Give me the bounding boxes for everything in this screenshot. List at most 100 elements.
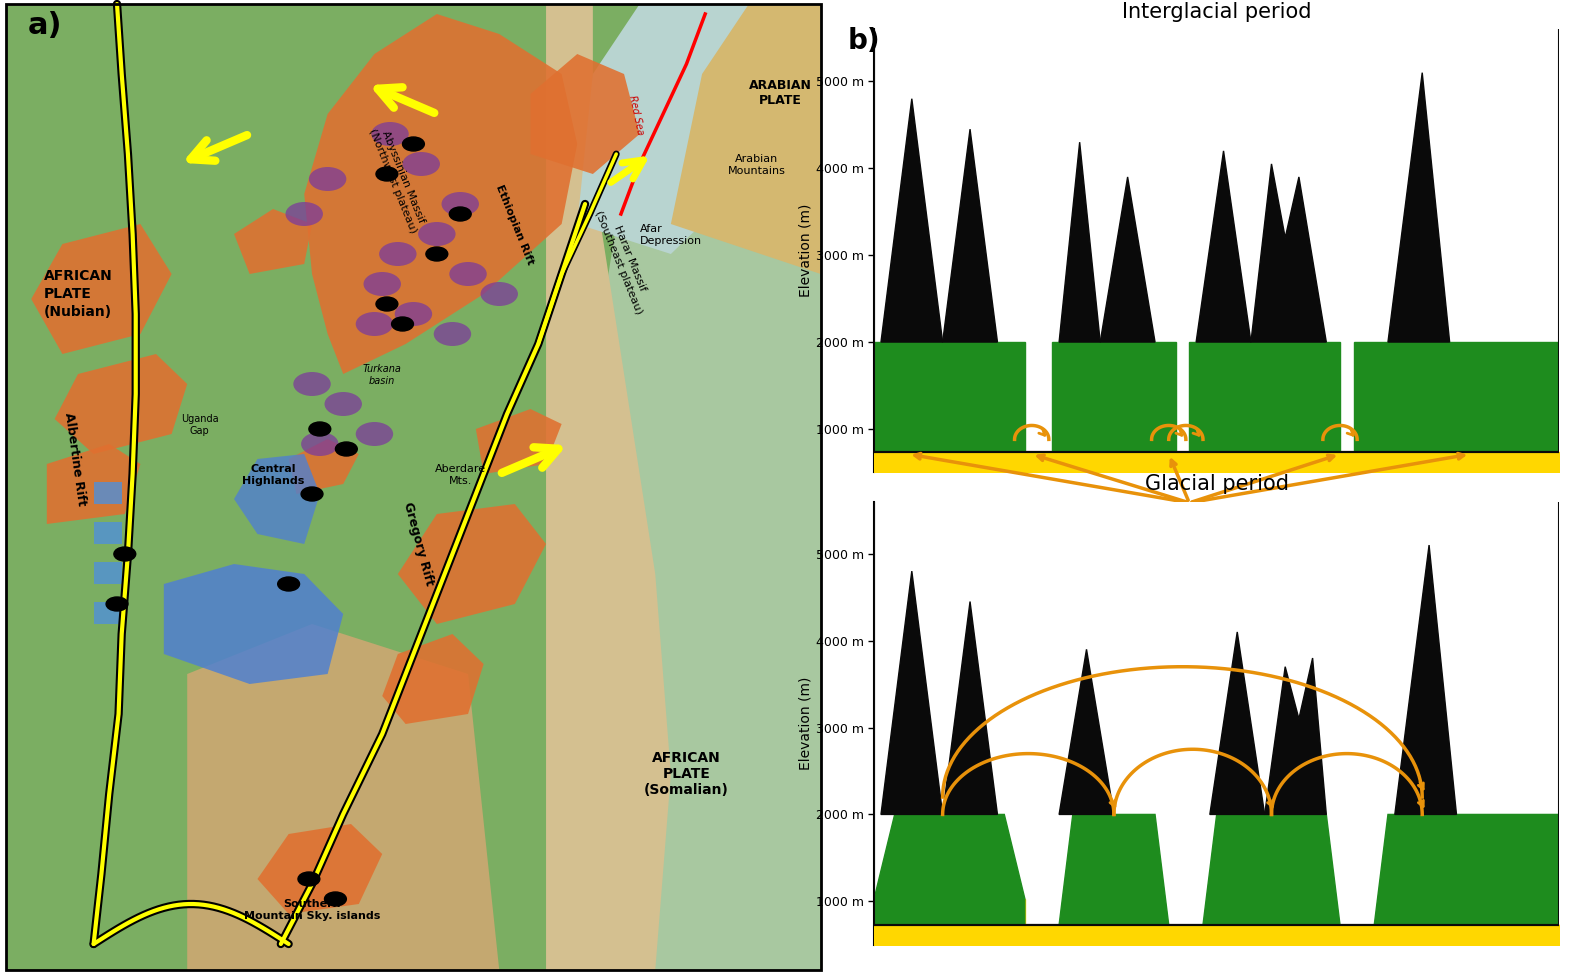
Y-axis label: Elevation (m): Elevation (m) — [799, 205, 813, 297]
Bar — [93, 522, 121, 544]
Circle shape — [372, 122, 410, 146]
Polygon shape — [1251, 164, 1326, 342]
Circle shape — [376, 167, 398, 181]
Text: Abyssinian Massif
(Northwest plateau): Abyssinian Massif (Northwest plateau) — [367, 123, 428, 235]
Circle shape — [113, 547, 135, 561]
Text: Southern
Mountain Sky. islands: Southern Mountain Sky. islands — [244, 899, 380, 921]
Polygon shape — [874, 452, 1025, 472]
Polygon shape — [55, 354, 187, 454]
Text: Turkana
basin: Turkana basin — [362, 364, 402, 386]
Title: Glacial period: Glacial period — [1145, 474, 1288, 495]
Circle shape — [417, 222, 455, 246]
Polygon shape — [1375, 814, 1559, 945]
Polygon shape — [257, 824, 383, 914]
Circle shape — [309, 422, 331, 436]
Polygon shape — [1058, 814, 1169, 945]
Circle shape — [395, 302, 432, 326]
Polygon shape — [476, 409, 562, 474]
Circle shape — [106, 597, 128, 611]
Text: Albertine Rift: Albertine Rift — [61, 412, 88, 507]
Text: AFRICAN
PLATE
(Nubian): AFRICAN PLATE (Nubian) — [44, 269, 112, 319]
Circle shape — [356, 312, 394, 336]
Circle shape — [324, 892, 346, 906]
Circle shape — [301, 487, 323, 501]
Polygon shape — [235, 209, 312, 274]
Circle shape — [309, 167, 346, 191]
Polygon shape — [1210, 632, 1265, 814]
Circle shape — [380, 242, 416, 266]
Polygon shape — [47, 444, 140, 524]
Polygon shape — [671, 4, 821, 274]
Polygon shape — [880, 98, 942, 342]
Polygon shape — [288, 439, 359, 494]
Polygon shape — [1058, 142, 1101, 342]
Y-axis label: Elevation (m): Elevation (m) — [799, 677, 813, 769]
Circle shape — [364, 272, 402, 296]
Polygon shape — [880, 571, 942, 814]
Circle shape — [277, 577, 299, 591]
Circle shape — [356, 422, 394, 446]
Text: AFRICAN
PLATE
(Somalian): AFRICAN PLATE (Somalian) — [644, 751, 729, 797]
Polygon shape — [164, 564, 343, 684]
Polygon shape — [1189, 342, 1340, 452]
Text: ARABIAN
PLATE: ARABIAN PLATE — [748, 79, 811, 107]
Circle shape — [449, 207, 471, 221]
Text: Ethiopian Rift: Ethiopian Rift — [495, 183, 536, 266]
Circle shape — [449, 262, 487, 286]
Text: Gregory Rift: Gregory Rift — [400, 501, 436, 587]
Circle shape — [285, 202, 323, 226]
Polygon shape — [874, 814, 1025, 945]
Text: Afar
Depression: Afar Depression — [639, 224, 702, 246]
Polygon shape — [874, 899, 1025, 945]
Text: Arabian
Mountains: Arabian Mountains — [728, 155, 786, 176]
Polygon shape — [1203, 814, 1340, 945]
Polygon shape — [1388, 73, 1449, 342]
Text: Central
Highlands: Central Highlands — [243, 465, 304, 486]
Text: Red Sea: Red Sea — [627, 94, 646, 136]
Polygon shape — [942, 602, 997, 814]
Circle shape — [392, 317, 413, 331]
Polygon shape — [942, 130, 997, 342]
Text: Aberdare
Mts.: Aberdare Mts. — [435, 465, 485, 486]
Circle shape — [425, 247, 447, 261]
Polygon shape — [187, 624, 499, 970]
Circle shape — [433, 322, 471, 346]
Circle shape — [301, 432, 339, 456]
Circle shape — [441, 192, 479, 216]
Polygon shape — [32, 224, 172, 354]
Bar — [93, 562, 121, 584]
Polygon shape — [1265, 658, 1326, 814]
Polygon shape — [1052, 452, 1175, 472]
Polygon shape — [1354, 452, 1559, 472]
Polygon shape — [1052, 342, 1175, 452]
Circle shape — [480, 282, 518, 306]
Text: b): b) — [847, 27, 880, 56]
Circle shape — [403, 152, 439, 176]
Polygon shape — [1195, 151, 1251, 342]
Polygon shape — [874, 342, 1025, 452]
Polygon shape — [1395, 545, 1457, 814]
Polygon shape — [547, 4, 671, 970]
Polygon shape — [1101, 177, 1154, 342]
Polygon shape — [304, 14, 578, 374]
Polygon shape — [1189, 452, 1340, 472]
Bar — [93, 602, 121, 624]
Polygon shape — [1058, 650, 1114, 814]
Polygon shape — [592, 4, 821, 970]
Text: a): a) — [28, 11, 63, 40]
Text: Uganda
Gap: Uganda Gap — [181, 414, 219, 436]
Title: Interglacial period: Interglacial period — [1121, 2, 1312, 22]
Circle shape — [293, 372, 331, 396]
Polygon shape — [531, 54, 639, 174]
Text: Harar Massif
(Southeast plateau): Harar Massif (Southeast plateau) — [594, 206, 655, 316]
Polygon shape — [1354, 342, 1559, 452]
Circle shape — [324, 392, 362, 416]
Bar — [93, 482, 121, 504]
Circle shape — [335, 442, 358, 456]
Polygon shape — [383, 634, 484, 724]
Polygon shape — [578, 4, 748, 254]
Polygon shape — [235, 454, 320, 544]
Polygon shape — [398, 504, 547, 624]
Circle shape — [403, 137, 424, 151]
Circle shape — [376, 297, 398, 311]
